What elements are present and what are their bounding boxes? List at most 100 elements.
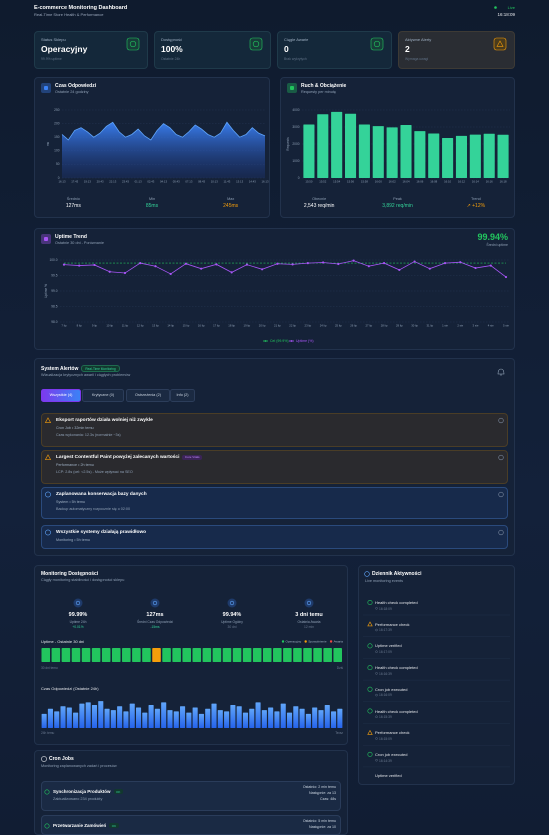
clock: 16:18:09 xyxy=(497,11,515,17)
panel-subtitle: Wizualizacja krytycznych awarii i ciągły… xyxy=(41,373,131,377)
metric-label: Uptime 24h xyxy=(69,620,87,624)
panel-title: Monitoring Dostępności xyxy=(41,571,99,577)
axis-note: Teraz xyxy=(335,731,343,735)
metric-delta: 12 min xyxy=(304,625,314,629)
alert-title: Zaplanowana konserwacja bazy danych xyxy=(56,491,147,497)
stat-label: Dostępność xyxy=(161,37,183,42)
event-title: Health check completed xyxy=(375,600,418,605)
metric-label: Ostatnia Awaria xyxy=(297,620,321,624)
job-description: Zaktualizowano 234 produkty xyxy=(53,797,103,801)
event-title: Performance check xyxy=(375,621,410,627)
stat-label: Min xyxy=(148,197,156,201)
event-title: Health check completed xyxy=(375,708,418,714)
event-title: Cron job executed xyxy=(375,751,408,757)
badge: OK xyxy=(113,789,123,794)
alerts-header: System Alertów Real-Time Monitoring xyxy=(41,365,120,372)
alert-title: Eksport raportów działa wolniej niż zwyk… xyxy=(56,417,153,423)
section-label: Uptime - Ostatnie 30 dni xyxy=(41,639,85,644)
stat-label: Max xyxy=(227,197,235,201)
metric-value: 99.94% xyxy=(222,612,242,618)
metric-delta: +0.01% xyxy=(72,625,84,629)
stat-label: Status Sklepu xyxy=(41,37,66,42)
event-title: Performance check xyxy=(375,730,410,736)
panel-subtitle: Ostatnie 24 godziny xyxy=(55,89,89,94)
axis-note: 24h temu xyxy=(41,731,55,735)
alert-meta: Cron Job • 32min temu xyxy=(56,426,94,430)
job-name: Przetwarzanie Zamówień xyxy=(53,823,107,828)
metric-value: 127ms xyxy=(146,612,164,618)
metric-delta: -15ms xyxy=(150,625,160,629)
axis-note: 30 dni temu xyxy=(41,666,58,670)
activity-panel xyxy=(358,565,515,785)
page-title: E-commerce Monitoring Dashboard xyxy=(34,5,128,11)
alert-title-row: Wszystkie systemy działają prawidłowo xyxy=(56,530,146,535)
event-time: 16:15:39 xyxy=(379,715,392,720)
job-title-row: Przetwarzanie Zamówień OK xyxy=(53,823,119,828)
panel-title: System Alertów xyxy=(41,365,79,372)
stat-value: 127ms xyxy=(65,203,81,209)
event-title: Cron job executed xyxy=(375,686,408,692)
metric-delta: 30 dni xyxy=(227,625,237,629)
filter-tab[interactable]: Wszystkie (4) xyxy=(41,389,81,402)
live-status: Live xyxy=(507,5,515,10)
metric-value: 3 dni temu xyxy=(295,612,323,618)
alert-detail: Czas wykonania: 12.3s (normalnie ~3s) xyxy=(56,433,121,437)
alert-title: Wszystkie systemy działają prawidłowo xyxy=(56,529,147,535)
job-next: Następnie: za 13 xyxy=(309,791,336,795)
alert-detail: Backup automatyczny rozpocznie się o 02:… xyxy=(56,507,130,511)
event-time: 16:15:09 xyxy=(379,736,392,741)
job-last: Ostatnio: 5 min temu xyxy=(302,819,336,823)
axis-note: Dziś xyxy=(336,666,343,670)
stat-value: 2 xyxy=(405,44,410,54)
job-next: Następnie: za 10 xyxy=(309,825,336,829)
alert-item xyxy=(41,487,508,519)
panel-subtitle: Ostatnie 30 dni - Porównanie xyxy=(55,240,104,245)
live-dot xyxy=(494,6,497,9)
panel-subtitle: Requesty per minutę xyxy=(301,89,337,94)
metric-label: Średni Czas Odpowiedzi xyxy=(136,620,174,624)
panel-title: Ruch & Obciążenie xyxy=(301,83,347,89)
filter-tab[interactable]: Ostrzeżenia (2) xyxy=(126,389,170,402)
event-time: 16:16:09 xyxy=(379,693,392,698)
panel-subtitle: Monitoring zaplanowanych zadań i procesó… xyxy=(41,764,117,768)
stat-label: Ciągłe Awarie xyxy=(284,37,309,42)
stat-note: 99.9% uptime xyxy=(41,57,62,61)
stat-value: 85ms xyxy=(145,203,159,209)
panel-title: Czas Odpowiedzi xyxy=(55,83,97,89)
alert-title-row: Eksport raportów działa wolniej niż zwyk… xyxy=(56,418,153,423)
stat-note: Ostatnie 24h xyxy=(161,57,181,61)
stat-label: Średnio xyxy=(66,197,80,201)
badge: Core Vitals xyxy=(182,454,203,460)
stat-value: 3,892 req/min xyxy=(382,203,413,209)
stat-note: Wymaga uwagi xyxy=(405,57,429,61)
alert-title-row: Zaplanowana konserwacja bazy danych xyxy=(56,492,147,497)
panel-title: Uptime Trend xyxy=(55,234,87,240)
panel-title: Cron Jobs xyxy=(49,756,74,762)
event-time: 16:18:09 xyxy=(379,606,392,611)
availability-panel xyxy=(34,565,348,745)
alert-item xyxy=(41,525,508,549)
stat-label: Aktywne Alerty xyxy=(405,37,432,42)
panel-subtitle: Live monitoring events xyxy=(365,579,403,583)
chart-panel xyxy=(34,228,515,350)
filter-tab[interactable]: Info (2) xyxy=(170,389,195,402)
metric-value: 99.99% xyxy=(68,612,88,618)
stat-value: 0 xyxy=(284,44,289,54)
section-label: Czas Odpowiedzi (Ostatnie 24h) xyxy=(41,686,99,691)
stat-value: Operacyjny xyxy=(41,44,88,54)
metric-label: Uptime Ogólny xyxy=(221,620,243,624)
event-title: Health check completed xyxy=(375,665,418,671)
stat-label: Trend xyxy=(470,197,481,201)
filter-tab[interactable]: Krytyczne (0) xyxy=(82,389,124,402)
event-time: 16:14:39 xyxy=(379,758,392,763)
panel-subtitle: Ciągły monitoring stabilności i dostępno… xyxy=(41,578,125,582)
stat-value: 100% xyxy=(161,44,183,54)
event-title: Uptime verified xyxy=(375,773,402,779)
event-time: 16:17:09 xyxy=(379,650,392,654)
job-name: Synchronizacja Produktów xyxy=(53,789,111,794)
alert-title: Largest Contentful Paint powyżej zalecan… xyxy=(56,454,180,460)
alert-meta: Monitoring • 5h temu xyxy=(56,538,90,542)
badge: OK xyxy=(109,823,119,828)
stat-label: Peak xyxy=(393,197,402,201)
